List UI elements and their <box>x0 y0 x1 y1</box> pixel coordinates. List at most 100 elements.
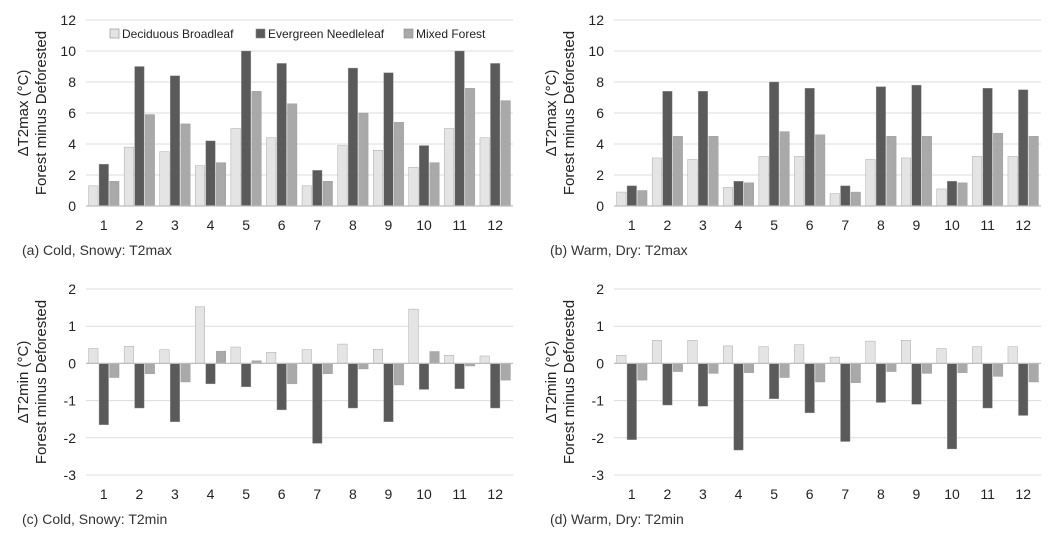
caption-a: (a) Cold, Snowy: T2max <box>22 242 172 258</box>
y-tick-label: 6 <box>68 105 76 121</box>
bar-deciduous <box>936 188 947 207</box>
x-tick-label: 5 <box>770 217 778 233</box>
bar-mixed <box>394 122 404 207</box>
y-tick-label: -3 <box>592 467 605 483</box>
x-tick-label: 6 <box>278 217 286 233</box>
x-tick-label: 3 <box>171 486 179 502</box>
bar-deciduous <box>373 149 383 207</box>
bar-deciduous <box>408 167 419 207</box>
legend: Deciduous Broadleaf Evergreen Needleleaf M… <box>109 27 486 41</box>
x-tick-label: 2 <box>663 486 671 502</box>
bar-deciduous <box>195 306 205 364</box>
bar-evergreen <box>769 81 780 207</box>
bar-mixed <box>708 136 719 207</box>
y-tick-label: -3 <box>64 467 77 483</box>
panel-d: -3 -2 -1 0 1 2 1 2 3 4 5 6 7 8 9 10 11 12 ΔT2min (°C) Fores… <box>528 269 1056 538</box>
bar-mixed <box>251 91 262 207</box>
bar-evergreen <box>276 363 287 411</box>
bar-deciduous <box>479 355 490 364</box>
bar-mixed <box>1028 363 1039 383</box>
bar-mixed <box>850 363 861 383</box>
bar-mixed <box>144 363 155 375</box>
x-tick-label: 8 <box>877 217 885 233</box>
bar-evergreen <box>982 87 993 207</box>
bar-evergreen <box>698 363 708 407</box>
x-tick-label: 11 <box>980 217 995 233</box>
bar-mixed <box>287 103 298 207</box>
caption-d: (d) Warm, Dry: T2min <box>550 511 684 527</box>
y-tick-label: -2 <box>592 430 605 446</box>
legend-swatch-evergreen <box>255 28 266 39</box>
x-tick-label: 5 <box>242 217 250 233</box>
bar-mixed <box>886 136 897 207</box>
y-axis-title: ΔT2max (°C) <box>15 70 32 157</box>
bar-deciduous <box>444 128 455 207</box>
x-tick-label: 4 <box>735 486 743 502</box>
bar-mixed <box>672 363 683 372</box>
bar-mixed <box>429 351 440 364</box>
bar-deciduous <box>616 191 627 207</box>
bar-mixed <box>850 191 861 207</box>
x-tick-label: 9 <box>913 486 921 502</box>
bar-mixed <box>672 136 683 207</box>
bar-deciduous <box>123 146 134 207</box>
bar-evergreen <box>134 363 145 409</box>
y-tick-label: 2 <box>596 167 604 183</box>
y-tick-label: 12 <box>60 12 76 28</box>
bar-mixed <box>922 363 932 374</box>
bar-evergreen <box>875 363 886 403</box>
x-tick-label: 11 <box>452 486 467 502</box>
bar-mixed <box>637 363 648 381</box>
bar-evergreen <box>733 363 744 451</box>
bar-evergreen <box>804 87 815 207</box>
bar-evergreen <box>626 185 637 207</box>
bar-deciduous <box>723 187 733 207</box>
x-tick-label: 12 <box>1015 486 1031 502</box>
y-tick-label: 6 <box>596 105 604 121</box>
bar-mixed <box>779 363 790 378</box>
bar-deciduous <box>230 346 241 364</box>
x-tick-label: 10 <box>416 486 432 502</box>
bar-evergreen <box>276 63 287 207</box>
bar-mixed <box>744 363 754 373</box>
bar-deciduous <box>972 346 983 364</box>
x-tick-label: 1 <box>628 486 636 502</box>
x-tick-label: 9 <box>385 217 393 233</box>
bar-evergreen <box>454 50 465 207</box>
bar-evergreen <box>241 363 252 388</box>
bar-deciduous <box>337 145 348 207</box>
bar-deciduous <box>159 349 170 364</box>
bar-deciduous <box>301 349 312 364</box>
bar-mixed <box>922 136 932 207</box>
x-tick-label: 7 <box>841 217 849 233</box>
bar-evergreen <box>840 185 851 207</box>
bar-mixed <box>1028 136 1039 207</box>
bar-evergreen <box>982 363 993 409</box>
bar-evergreen <box>840 363 851 442</box>
bar-evergreen <box>383 72 394 207</box>
bar-mixed <box>886 363 897 372</box>
panel-a: 0 2 4 6 8 10 12 1 2 3 4 5 6 7 8 9 10 11 12 ΔT2max (°C) Fores… <box>0 0 528 269</box>
bar-mixed <box>358 363 369 370</box>
x-tick-label: 10 <box>944 217 960 233</box>
y-tick-label: 10 <box>60 43 76 59</box>
bar-deciduous <box>794 156 805 207</box>
y-axis-subtitle: Forest minus Deforested <box>33 31 50 195</box>
bar-evergreen <box>911 84 922 207</box>
x-tick-label: 7 <box>313 486 321 502</box>
bar-evergreen <box>205 140 216 207</box>
bar-deciduous <box>266 352 277 364</box>
bar-evergreen <box>454 363 465 389</box>
bar-evergreen <box>419 363 429 390</box>
bar-deciduous <box>408 308 419 364</box>
y-tick-label: 0 <box>68 198 76 214</box>
bar-evergreen <box>347 67 358 207</box>
x-tick-label: 7 <box>313 217 321 233</box>
bar-deciduous <box>829 193 840 207</box>
bar-deciduous <box>687 340 698 364</box>
bar-mixed <box>815 134 826 207</box>
bar-mixed <box>429 162 440 207</box>
bar-deciduous <box>865 340 876 364</box>
